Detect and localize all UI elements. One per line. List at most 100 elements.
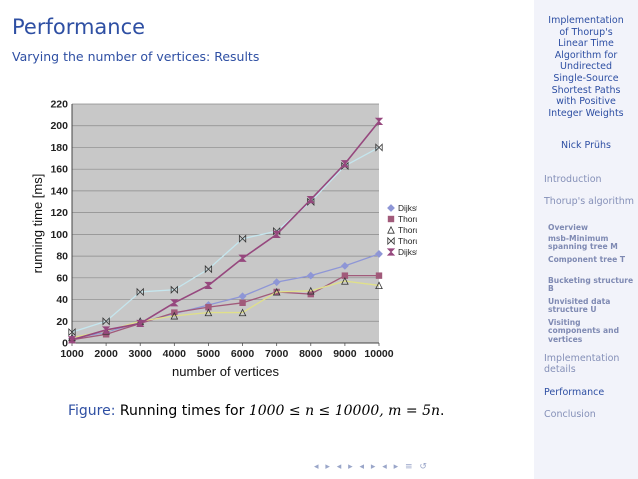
sidebar-subsection-item[interactable]: Component tree T [548,255,626,264]
data-point [102,317,110,326]
y-tick-label: 0 [62,338,68,350]
x-tick-label: 10000 [364,348,393,360]
sidebar-title-line: Algorithm for [554,49,618,61]
legend-marker [387,225,395,234]
data-point [341,276,349,285]
legend-marker [387,204,395,212]
sidebar-title-line: with Positive [556,96,616,108]
sidebar-title-line: of Thorup's [559,26,613,38]
sidebar-title-line: Single-Source [553,72,619,84]
y-tick-label: 100 [50,229,68,241]
sidebar-subsection-item[interactable]: msb-Minimum spanning tree M [548,234,618,252]
y-tick-label: 180 [50,142,68,154]
data-point [238,254,247,262]
caption-math: 1000 ≤ n ≤ 10000, m = 5n [248,403,440,419]
sidebar-subsection-item[interactable]: Visiting components and vertices [548,318,620,344]
data-point [375,281,383,290]
legend-label: Dijkstra (Fibonacci heap) [398,203,417,213]
x-tick-label: 3000 [129,348,153,360]
data-point [375,272,383,279]
data-point [170,311,179,320]
data-point [306,286,315,295]
sidebar: Implementation of Thorup's Linear Time Algo… [534,0,638,479]
data-point [375,143,383,152]
running-time-chart: 0 20 40 60 80 100 120 140 160 180 200 220 1000 2000 30… [30,99,417,380]
sidebar-section-conclusion[interactable]: Conclusion [544,409,596,420]
caption-text: Running times for [115,403,249,419]
series-line [71,146,380,333]
legend-label: Thorup (MST) [398,214,417,224]
data-point [340,160,350,168]
sidebar-section-introduction[interactable]: Introduction [544,174,602,185]
y-tick-label: 160 [50,164,68,176]
y-tick-label: 60 [56,272,68,284]
legend-marker [386,248,396,256]
y-tick-label: 200 [50,120,68,132]
sidebar-subsection-item[interactable]: Unvisited data structure U [548,297,611,315]
slide-title: Performance [12,15,146,39]
sidebar-subsection-item[interactable]: Overview [548,223,589,232]
data-point [306,196,315,204]
caption-label: Figure: [68,403,116,419]
sidebar-title-line: Implementation [548,15,624,26]
beamer-navigation-symbols[interactable]: ◂ ▸ ◂ ▸ ◂ ▸ ◂ ▸ ≡ ↺ [314,462,429,472]
x-tick-label: 4000 [163,348,187,360]
sidebar-title-line: Undirected [559,61,612,73]
legend-label: Dijkstra (array heap) [398,247,417,257]
x-tick-label: 1000 [60,348,84,360]
data-point [136,319,145,328]
legend-marker [387,215,395,223]
data-point [340,261,349,270]
data-point [375,250,383,258]
data-point [272,287,281,296]
sidebar-title[interactable]: Implementation of Thorup's Linear Time Algo… [534,15,638,119]
legend-label: Thorup (visit) [398,236,417,246]
x-tick-label: 9000 [333,348,357,360]
sidebar-section-thorup-s-algorithm[interactable]: Thorup's algorithm [544,196,635,207]
legend-label: Thorup (other DS) [398,225,417,235]
y-tick-label: 40 [56,294,68,306]
legend-marker [387,236,395,246]
data-point [136,287,144,297]
slide-subtitle: Varying the number of vertices: Results [12,49,260,64]
data-point [374,117,384,125]
data-point [170,299,179,307]
chart-figure: 0 20 40 60 80 100 120 140 160 180 200 220 1000 2000 30… [22,92,417,385]
x-tick-label: 8000 [299,348,323,360]
y-tick-label: 220 [50,99,68,111]
series-line [71,120,380,341]
data-point [341,272,349,279]
y-tick-label: 80 [56,251,68,263]
x-tick-label: 6000 [231,348,255,360]
data-point [204,281,213,290]
series-line [71,274,379,341]
sidebar-section-performance[interactable]: Performance [544,387,605,398]
y-tick-label: 120 [50,207,68,219]
data-point [238,292,247,301]
sidebar-section-implementation-details[interactable]: Implementation details [544,353,620,375]
data-point [238,234,247,243]
data-point [272,230,281,238]
slide-main: Performance Varying the number of vertic… [12,15,445,472]
x-axis-label: number of vertices [172,364,279,379]
data-point [204,308,213,317]
y-tick-label: 140 [50,185,68,197]
data-point [205,303,212,311]
data-point [238,308,247,317]
x-tick-label: 2000 [94,348,118,360]
x-tick-label: 7000 [265,348,289,360]
x-tick-label: 5000 [197,348,221,360]
data-point [67,336,77,344]
data-point [306,271,315,280]
caption-end: . [440,403,445,419]
data-point [204,264,213,274]
sidebar-title-line: Linear Time [558,38,614,50]
sidebar-title-line: Integer Weights [548,107,624,119]
data-point [101,326,111,334]
sidebar-author[interactable]: Nick Prühs [561,140,611,151]
plot-area [72,104,379,343]
data-point [170,285,178,294]
sidebar-subsection-item[interactable]: Bucketing structure B [548,276,634,294]
y-axis-label: running time [ms] [30,174,45,274]
y-tick-label: 20 [56,316,68,328]
